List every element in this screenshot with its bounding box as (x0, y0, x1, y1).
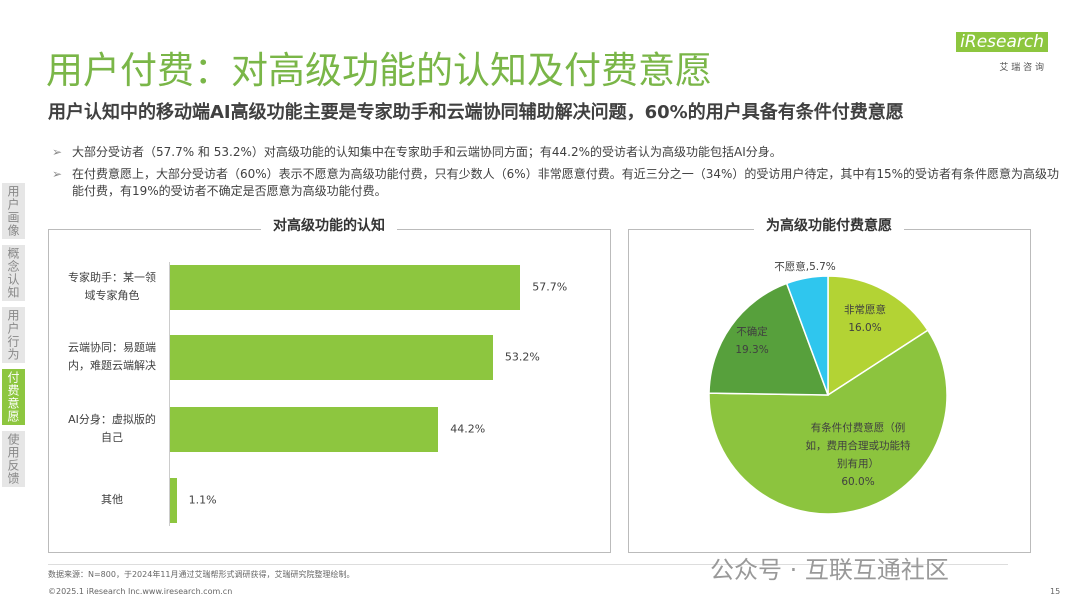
bullet: 在付费意愿上，大部分受访者（60%）表示不愿意为高级功能付费，只有少数人（6%）… (52, 166, 1062, 200)
source: 数据来源：N=800，于2024年11月通过艾瑞帮形式调研获得，艾瑞研究院整理绘… (48, 570, 355, 579)
value-label: 44.2% (450, 422, 486, 436)
nav-tab[interactable]: 用户行为 (2, 307, 25, 363)
logo-sub: 艾 瑞 咨 询 (999, 63, 1044, 73)
label-separator: , (805, 261, 810, 273)
nav-tab[interactable]: 付费意愿 (2, 369, 25, 425)
chart-title: 对高级功能的认知 (261, 215, 397, 235)
bar (170, 406, 439, 452)
value-label: 1.1% (188, 493, 217, 507)
page-number: 15 (1050, 587, 1061, 596)
watermark: 公众号 · 互联互通社区 (710, 556, 949, 584)
slice-label: 不愿意,5.7% (774, 258, 836, 276)
pie-slice (708, 282, 830, 396)
slice-category: 不确定 (736, 326, 768, 338)
pie-slice (785, 275, 829, 396)
logo: iResearch (956, 32, 1048, 52)
slice-value: 16.0% (848, 322, 882, 334)
pie-slice (708, 329, 948, 515)
nav-tab[interactable]: 用户画像 (2, 183, 25, 239)
slice-category: 非常愿意 (844, 304, 886, 316)
pie-slice (827, 275, 929, 397)
slice-value: 19.3% (735, 344, 769, 356)
slice-label: 有条件付费意愿（例如，费用合理或功能特别有用） 60.0% (803, 419, 913, 491)
slice-category: 不愿意 (774, 261, 806, 273)
slice-value: 5.7% (809, 261, 836, 273)
bar (170, 477, 177, 523)
nav-tab[interactable]: 使用反馈 (2, 431, 25, 487)
category-label: 专家助手：某一领域专家角色 (68, 271, 156, 302)
slice-label: 非常愿意 16.0% (825, 301, 905, 337)
category-label: 云端协同：易题端内，难题云端解决 (68, 341, 156, 372)
chart-title: 为高级功能付费意愿 (754, 215, 904, 235)
value-label: 57.7% (532, 280, 568, 294)
title: 用户付费：对高级功能的认知及付费意愿 (46, 49, 712, 92)
nav-tab[interactable]: 概念认知 (2, 245, 25, 301)
divider (48, 564, 1008, 565)
bar (170, 264, 521, 310)
value-label: 53.2% (504, 350, 540, 364)
copyright: ©2025.1 iResearch Inc.www.iresearch.com.… (48, 587, 233, 596)
subtitle: 用户认知中的移动端AI高级功能主要是专家助手和云端协同辅助解决问题，60%的用户… (48, 102, 904, 123)
category-label: AI分身：虚拟版的自己 (68, 413, 156, 444)
axis-line (169, 262, 170, 526)
slice-label: 不确定 19.3% (722, 323, 782, 359)
slice-category: 有条件付费意愿（例如，费用合理或功能特别有用） (805, 422, 911, 470)
category-label: 其他 (101, 493, 123, 506)
bar (170, 334, 493, 380)
bullet: 大部分受访者（57.7% 和 53.2%）对高级功能的认知集中在专家助手和云端协… (52, 144, 1062, 161)
slice-value: 60.0% (841, 476, 875, 488)
pie-chart (708, 275, 948, 515)
